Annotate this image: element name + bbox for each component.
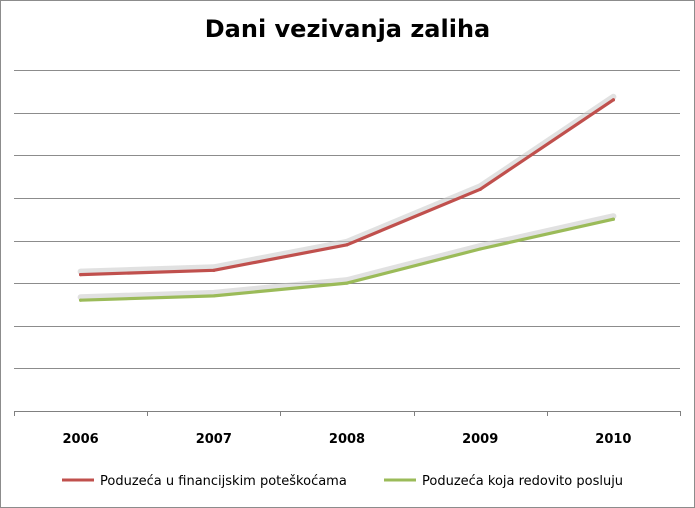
data-point [79,273,83,277]
data-point [79,298,83,302]
series-lines [77,93,617,302]
x-axis [14,411,681,416]
data-point [611,98,616,102]
x-tick-label: 2007 [196,432,232,447]
legend-label: Poduzeća u financijskim poteškoćama [100,474,347,489]
x-tick-label: 2010 [595,432,631,447]
data-point [212,294,216,298]
legend-label: Poduzeća koja redovito posluju [422,474,623,489]
x-tick-label: 2008 [329,432,365,447]
data-point [345,243,349,247]
x-tick-label: 2009 [462,432,498,447]
data-point [212,268,216,272]
data-point [345,281,349,285]
x-tick-label: 2006 [63,432,99,447]
data-point [478,247,482,251]
data-point [611,217,616,221]
legend: Poduzeća u financijskim poteškoćama Poduz… [62,474,623,489]
data-point [478,187,482,191]
x-tick-labels: 2006 2007 2008 2009 2010 [63,432,632,447]
chart-title: Dani vezivanja zaliha [204,15,491,43]
gridlines [14,70,680,412]
series-line-1 [78,98,616,277]
series-shadow [77,93,617,275]
series-shadow [77,213,617,301]
